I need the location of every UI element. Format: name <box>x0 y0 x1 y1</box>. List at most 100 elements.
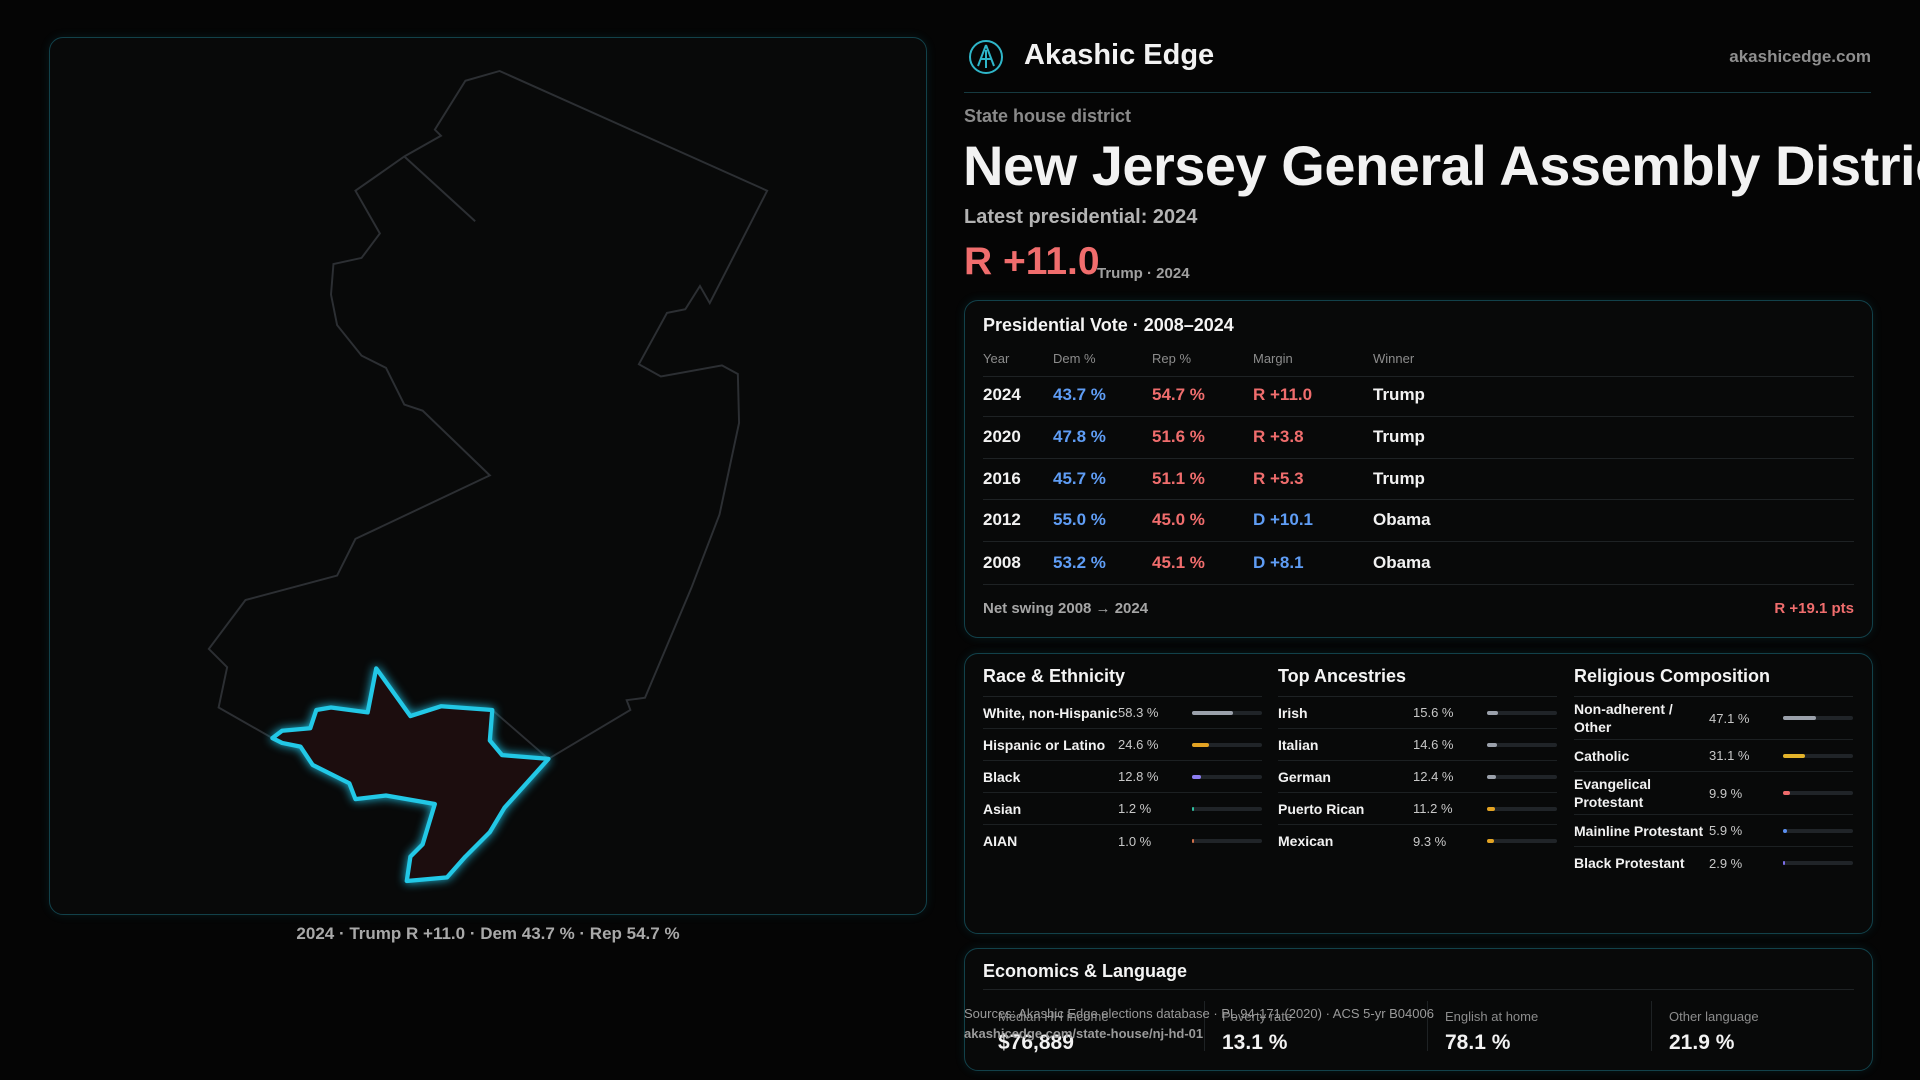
row-value: 2.9 % <box>1709 855 1743 871</box>
stat-value: 78.1 % <box>1445 1031 1511 1054</box>
bar <box>1783 753 1805 758</box>
column-header: Rep % <box>1152 351 1192 366</box>
table-cell: D +8.1 <box>1253 553 1304 572</box>
bar-track <box>1192 774 1262 779</box>
bar-track <box>1783 716 1853 720</box>
table-cell: 55.0 % <box>1053 510 1106 529</box>
table-cell: 53.2 % <box>1053 553 1106 572</box>
row-label: Asian <box>983 800 1022 817</box>
table-cell: R +11.0 <box>1253 385 1313 404</box>
table-cell: 47.8 % <box>1053 427 1106 446</box>
permalink[interactable]: akashicedge.com/state-house/nj-hd-01 <box>964 1026 1204 1041</box>
row-value: 15.6 % <box>1413 705 1454 720</box>
table-cell: Obama <box>1373 553 1431 572</box>
bar-track <box>1192 710 1262 715</box>
row-label: German <box>1278 768 1331 785</box>
bar <box>1192 710 1233 715</box>
bar <box>1487 742 1498 747</box>
row-value: 14.6 % <box>1413 737 1454 752</box>
panel-title: Religious Composition <box>1574 666 1853 697</box>
demographic-row: Italian 14.6 % <box>1278 729 1557 761</box>
demographic-row: Non-adherent / Other 47.1 % <box>1574 697 1853 740</box>
site-link[interactable]: akashicedge.com <box>1729 47 1871 66</box>
row-label: Hispanic or Latino <box>983 736 1106 753</box>
bar <box>1487 710 1498 715</box>
row-label: Irish <box>1278 704 1308 721</box>
row-divider <box>983 541 1854 542</box>
table-cell: 45.0 % <box>1152 510 1205 529</box>
swing-label: Net swing 2008 → 2024 <box>983 600 1149 617</box>
row-divider <box>983 499 1854 500</box>
column-divider <box>1651 1001 1652 1051</box>
row-value: 24.6 % <box>1118 737 1159 752</box>
table-cell: 51.1 % <box>1152 469 1205 488</box>
row-label: Evangelical Protestant <box>1574 776 1652 810</box>
map <box>207 69 769 884</box>
bar-track <box>1487 774 1557 779</box>
table-cell: Trump <box>1373 427 1425 446</box>
demographic-row: Puerto Rican 11.2 % <box>1278 793 1557 825</box>
bar-track <box>1783 791 1853 795</box>
row-label: Mexican <box>1278 833 1334 849</box>
table-cell: 2008 <box>983 553 1021 572</box>
table-cell: D +10.1 <box>1253 510 1314 529</box>
column-divider <box>1204 1001 1205 1051</box>
row-value: 9.9 % <box>1709 785 1743 801</box>
table-cell: 2016 <box>983 469 1021 488</box>
bar-track <box>1783 861 1853 865</box>
row-label: Black <box>983 768 1021 785</box>
column-header: Winner <box>1373 351 1415 366</box>
demographic-row: Irish 15.6 % <box>1278 697 1557 729</box>
row-value: 5.9 % <box>1709 823 1743 838</box>
bar <box>1783 791 1790 795</box>
bar-track <box>1487 839 1557 843</box>
table-cell: Trump <box>1373 469 1425 488</box>
row-divider <box>983 416 1854 417</box>
table-cell: Obama <box>1373 510 1431 529</box>
demographic-row: Hispanic or Latino 24.6 % <box>983 729 1262 761</box>
bar <box>1192 839 1194 843</box>
brand: Akashic Edge <box>1024 39 1215 71</box>
bar <box>1192 806 1194 811</box>
economics-panel: Economics & Language Median HH income $76… <box>964 948 1873 1071</box>
table-cell: 43.7 % <box>1053 385 1106 404</box>
header-rule <box>964 92 1871 93</box>
demographic-row: Evangelical Protestant 9.9 % <box>1574 772 1853 815</box>
latest-label: Latest presidential: 2024 <box>964 206 1198 228</box>
row-value: 47.1 % <box>1709 710 1750 726</box>
row-label: White, non-Hispanic <box>983 704 1118 721</box>
swing-value: R +19.1 pts <box>1774 600 1854 617</box>
margin: R +11.0 <box>964 240 1100 283</box>
demographic-column: Race & Ethnicity White, non-Hispanic 58.3 … <box>983 666 1262 857</box>
demographic-row: German 12.4 % <box>1278 761 1557 793</box>
county-line <box>403 155 476 222</box>
row-divider <box>983 584 1854 585</box>
row-value: 9.3 % <box>1413 833 1447 849</box>
bar-track <box>1192 839 1262 843</box>
row-divider <box>983 458 1854 459</box>
stat-label: English at home <box>1445 1009 1539 1024</box>
bar <box>1487 774 1496 779</box>
row-value: 11.2 % <box>1413 801 1453 816</box>
table-cell: Trump <box>1373 385 1425 404</box>
demographic-row: Black 12.8 % <box>983 761 1262 793</box>
map-panel <box>49 37 927 915</box>
demographic-row: Asian 1.2 % <box>983 793 1262 825</box>
row-value: 31.1 % <box>1709 748 1750 763</box>
demographic-row: Mainline Protestant 5.9 % <box>1574 815 1853 847</box>
stat-value: 13.1 % <box>1222 1031 1288 1054</box>
row-divider <box>983 376 1854 377</box>
panel-title: Top Ancestries <box>1278 666 1557 697</box>
bar-track <box>1783 753 1853 758</box>
row-value: 12.4 % <box>1413 769 1454 784</box>
map-caption: 2024 · Trump R +11.0 · Dem 43.7 % · Rep … <box>296 924 680 943</box>
bar <box>1783 716 1816 720</box>
bar-track <box>1192 742 1262 747</box>
bar <box>1192 742 1210 747</box>
district-shape <box>270 666 551 884</box>
demographics-panel: Race & Ethnicity White, non-Hispanic 58.3 … <box>964 653 1873 934</box>
margin-note: Trump · 2024 <box>1097 265 1190 282</box>
demographic-column: Religious Composition Non-adherent / Othe… <box>1574 666 1853 879</box>
demographic-column: Top Ancestries Irish 15.6 % Italian 14.6 % Ge… <box>1278 666 1557 857</box>
